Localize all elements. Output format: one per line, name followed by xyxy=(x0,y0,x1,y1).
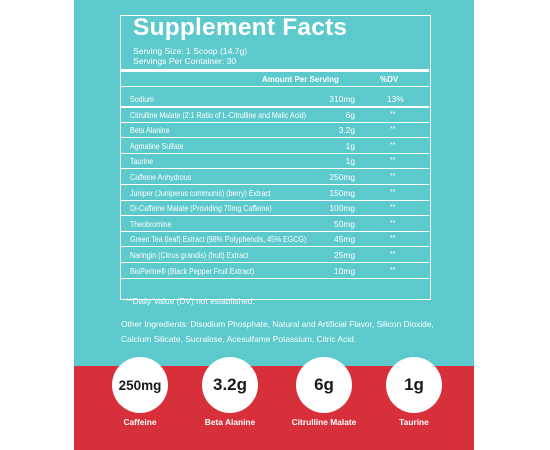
row-divider xyxy=(121,230,429,232)
row-divider xyxy=(121,152,429,154)
panel-title: Supplement Facts xyxy=(133,14,348,41)
row-divider xyxy=(121,262,429,263)
row-amount: 45mg xyxy=(334,234,355,245)
row-dv: ** xyxy=(390,110,396,118)
row-amount: 50mg xyxy=(334,218,355,229)
other-ingredients-line-1: Other Ingredients: Disodium Phosphate, N… xyxy=(121,319,434,329)
row-amount: 310mg xyxy=(329,94,355,104)
row-dv: ** xyxy=(390,235,396,243)
supplement-facts-panel xyxy=(120,15,431,300)
row-amount: 6g xyxy=(345,109,355,120)
row-dv: ** xyxy=(390,157,396,165)
row-amount: 1g xyxy=(345,156,355,167)
row-divider xyxy=(121,199,429,201)
footnote: **Daily Value (DV) not established. xyxy=(126,296,255,307)
header-rule xyxy=(121,69,429,72)
row-divider xyxy=(121,137,429,139)
row-dv: ** xyxy=(390,141,396,149)
row-dv: ** xyxy=(390,251,396,258)
row-name: Agmatine Sulfate xyxy=(130,140,184,151)
row-dv: 13% xyxy=(387,94,404,104)
row-dv: ** xyxy=(390,266,396,274)
row-name: Citrulline Malate (2:1 Ratio of L-Citrul… xyxy=(130,109,306,120)
row-amount: 250mg xyxy=(329,172,355,182)
row-amount: 1g xyxy=(345,140,355,151)
serving-size: Serving Size: 1 Scoop (14.7g) xyxy=(133,46,248,56)
badge-label-caffeine: Caffeine xyxy=(123,417,157,427)
row-amount: 25mg xyxy=(334,250,355,260)
row-divider xyxy=(121,168,429,170)
badge-taurine: 1g xyxy=(386,357,442,413)
badge-value: 250mg xyxy=(118,377,162,393)
row-dv: ** xyxy=(390,204,396,212)
badge-beta-alanine: 3.2g xyxy=(202,357,258,413)
row-name: BioPerine® (Black Pepper Fruit Extract) xyxy=(130,265,255,276)
row-name: Naringin (Citrus grandis) (fruit) Extrac… xyxy=(130,250,249,260)
other-ingredients-line-2: Calcium Silicate, Sucralose, Acesulfame … xyxy=(121,334,357,344)
row-divider xyxy=(121,121,429,123)
badge-citrulline-malate: 6g xyxy=(296,357,352,413)
row-dv: ** xyxy=(390,173,396,180)
badge-value: 3.2g xyxy=(212,375,248,394)
row-name: Juniper (Juniperus communis) (berry) Ext… xyxy=(130,187,271,198)
servings-per-container: Servings Per Container: 30 xyxy=(133,56,237,66)
badge-value: 6g xyxy=(314,375,334,394)
row-divider xyxy=(121,215,429,217)
header-divider xyxy=(121,86,429,87)
row-dv: ** xyxy=(390,219,396,227)
row-amount: 10mg xyxy=(334,265,355,276)
row-name: Taurine xyxy=(130,156,154,167)
row-name: Theobromine xyxy=(130,218,172,229)
row-divider xyxy=(121,246,429,248)
row-name: Sodium xyxy=(130,94,154,104)
row-divider xyxy=(121,106,429,108)
row-amount: 150mg xyxy=(329,187,355,198)
row-divider xyxy=(121,277,429,279)
row-name: Green Tea (leaf) Extract (98% Polyphenol… xyxy=(130,234,307,245)
row-amount: 3.2g xyxy=(338,125,355,136)
teal-background xyxy=(74,0,474,366)
header-amount: Amount Per Serving xyxy=(262,75,339,84)
row-name: Di-Caffeine Malate (Providing 70mg Caffe… xyxy=(130,203,272,214)
badge-label-taurine: Taurine xyxy=(399,417,429,427)
header-dv: %DV xyxy=(380,75,399,84)
badge-caffeine: 250mg xyxy=(112,357,168,413)
badge-label-beta-alanine: Beta Alanine xyxy=(204,417,256,427)
row-divider xyxy=(121,184,429,185)
row-name: Beta Alanine xyxy=(130,125,170,136)
row-amount: 100mg xyxy=(329,203,355,214)
row-dv: ** xyxy=(390,126,396,134)
badge-value: 1g xyxy=(404,375,424,394)
badge-label-citrulline-malate: Citrulline Malate xyxy=(291,417,357,427)
row-dv: ** xyxy=(390,188,396,196)
row-name: Caffeine Anhydrous xyxy=(130,172,192,182)
